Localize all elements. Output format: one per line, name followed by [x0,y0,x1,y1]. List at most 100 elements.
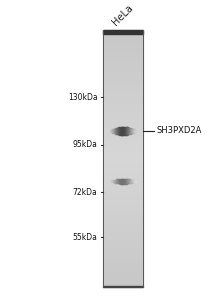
Bar [103,169,143,172]
Bar [103,92,143,94]
Bar [103,210,143,213]
Bar [103,190,143,192]
Bar [103,107,143,110]
Bar [103,231,143,233]
Bar [103,128,143,130]
Bar [103,182,143,184]
Bar [103,161,143,164]
Bar [103,58,143,61]
Bar [103,138,143,141]
Bar [103,164,143,167]
Bar [103,236,143,239]
Bar [103,218,143,220]
Bar [103,202,143,205]
Bar [103,151,143,154]
Bar [103,228,143,231]
Bar [103,223,143,226]
Bar [103,118,143,120]
Bar [103,123,143,125]
Bar [103,184,143,187]
Bar [103,61,143,64]
Bar [103,79,143,82]
Bar [103,94,143,97]
Text: HeLa: HeLa [111,3,135,28]
Bar [103,110,143,112]
Bar [103,120,143,123]
Bar [103,285,143,287]
Bar [103,192,143,195]
Bar [103,76,143,79]
Text: 130kDa: 130kDa [68,93,97,102]
Bar [103,179,143,182]
Bar [103,197,143,200]
Bar [103,267,143,269]
Bar [103,53,143,56]
Bar [103,256,143,259]
Bar [103,187,143,190]
Bar [103,174,143,177]
Bar [103,154,143,156]
Bar [103,51,143,53]
Bar [103,146,143,148]
Bar [103,125,143,128]
Bar [103,30,143,34]
Bar [103,46,143,48]
Bar [103,272,143,274]
Bar [103,282,143,285]
Bar [103,30,143,33]
Bar [103,259,143,262]
Bar [103,246,143,249]
Bar [103,84,143,87]
Bar [103,56,143,58]
Bar [103,141,143,143]
Text: 55kDa: 55kDa [73,232,97,242]
Bar [103,254,143,256]
Bar [103,226,143,228]
Bar [103,262,143,264]
Bar [103,241,143,244]
Bar [103,264,143,267]
Text: SH3PXD2A: SH3PXD2A [156,126,202,135]
Bar [103,156,143,159]
Bar [103,195,143,197]
Bar [103,286,143,287]
Bar [103,89,143,92]
Bar [103,102,143,105]
Bar [103,172,143,174]
Bar [103,87,143,89]
Bar [103,48,143,51]
Bar [103,40,143,43]
Bar [103,177,143,179]
Bar [103,213,143,215]
Bar [103,35,143,38]
Bar [103,64,143,66]
Bar [103,130,143,133]
Bar [103,43,143,46]
Bar [103,38,143,40]
Bar [103,167,143,169]
Bar [103,244,143,246]
Bar [103,205,143,208]
Bar [103,274,143,277]
Bar [103,200,143,203]
Bar [103,71,143,74]
Bar [103,66,143,69]
Bar [103,208,143,210]
Bar [103,233,143,236]
Bar [103,82,143,84]
Bar [103,249,143,251]
Bar [103,251,143,254]
Bar [103,115,143,118]
Bar [103,159,143,161]
Bar [103,112,143,115]
Bar [103,269,143,272]
Bar [103,97,143,100]
Bar [103,105,143,107]
Bar [103,220,143,223]
Bar [103,133,143,136]
Bar [103,74,143,76]
Bar [103,280,143,282]
Bar [103,100,143,102]
Bar [103,277,143,280]
Bar [103,238,143,241]
